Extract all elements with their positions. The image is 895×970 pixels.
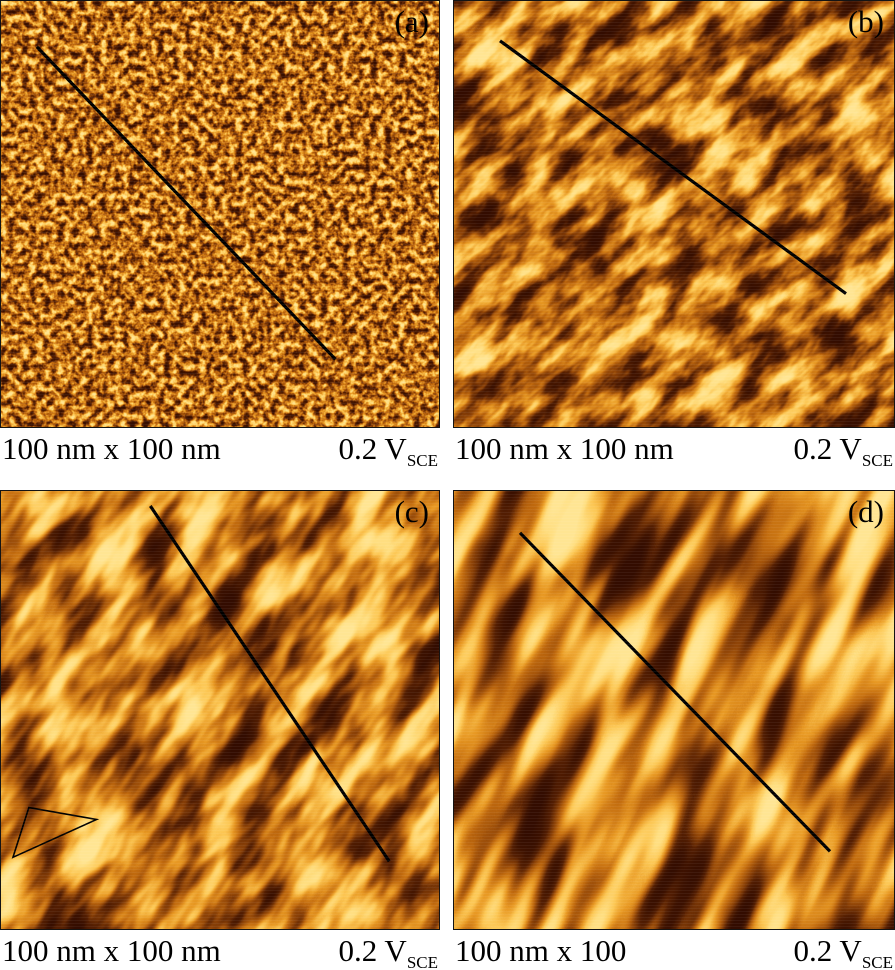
stm-image-a: (a): [0, 0, 440, 428]
profile-line: [518, 531, 832, 853]
profile-line: [499, 39, 847, 295]
potential-label: 0.2 VSCE: [793, 933, 893, 970]
stm-image-d: (d): [453, 490, 895, 930]
scale-label: 100 nm x 100: [455, 933, 627, 968]
stm-topography-a: [1, 1, 439, 427]
potential-value: 0.2 V: [338, 431, 407, 466]
panel-d: (d) 100 nm x 100 0.2 VSCE: [453, 490, 895, 970]
scale-label: 100 nm x 100 nm: [2, 933, 221, 968]
potential-value: 0.2 V: [793, 431, 862, 466]
triangle-marker: [11, 806, 100, 859]
panel-caption: 100 nm x 100 nm 0.2 VSCE: [453, 428, 895, 471]
potential-value: 0.2 V: [338, 933, 407, 968]
panel-label: (a): [394, 4, 429, 39]
potential-subscript: SCE: [861, 953, 893, 970]
panel-a: (a) 100 nm x 100 nm 0.2 VSCE: [0, 0, 440, 471]
potential-label: 0.2 VSCE: [793, 431, 893, 471]
potential-label: 0.2 VSCE: [338, 431, 438, 471]
potential-subscript: SCE: [406, 953, 438, 970]
panel-label: (b): [847, 4, 884, 39]
panel-caption: 100 nm x 100 nm 0.2 VSCE: [0, 428, 440, 471]
surface-texture: [1, 1, 439, 427]
surface-texture-group: [454, 491, 894, 929]
panel-label: (d): [847, 494, 884, 529]
panel-label: (c): [394, 494, 429, 529]
panel-c: (c) 100 nm x 100 nm 0.2 VSCE: [0, 490, 440, 970]
surface-texture-group: [1, 491, 439, 929]
scale-label: 100 nm x 100 nm: [455, 431, 674, 466]
potential-label: 0.2 VSCE: [338, 933, 438, 970]
profile-line: [148, 505, 391, 863]
surface-texture-group: [454, 1, 894, 427]
panel-b: (b) 100 nm x 100 nm 0.2 VSCE: [453, 0, 895, 471]
stm-image-b: (b): [453, 0, 895, 428]
potential-subscript: SCE: [406, 451, 438, 471]
scale-label: 100 nm x 100 nm: [2, 431, 221, 466]
panel-caption: 100 nm x 100 nm 0.2 VSCE: [0, 930, 440, 970]
surface-texture: [454, 491, 894, 929]
surface-texture: [1, 491, 439, 929]
panel-caption: 100 nm x 100 0.2 VSCE: [453, 930, 895, 970]
stm-topography-b: [454, 1, 894, 427]
surface-texture: [454, 1, 894, 427]
profile-line: [35, 45, 337, 361]
stm-image-c: (c): [0, 490, 440, 930]
stm-topography-d: [454, 491, 894, 929]
potential-value: 0.2 V: [793, 933, 862, 968]
potential-subscript: SCE: [861, 451, 893, 471]
stm-topography-c: [1, 491, 439, 929]
